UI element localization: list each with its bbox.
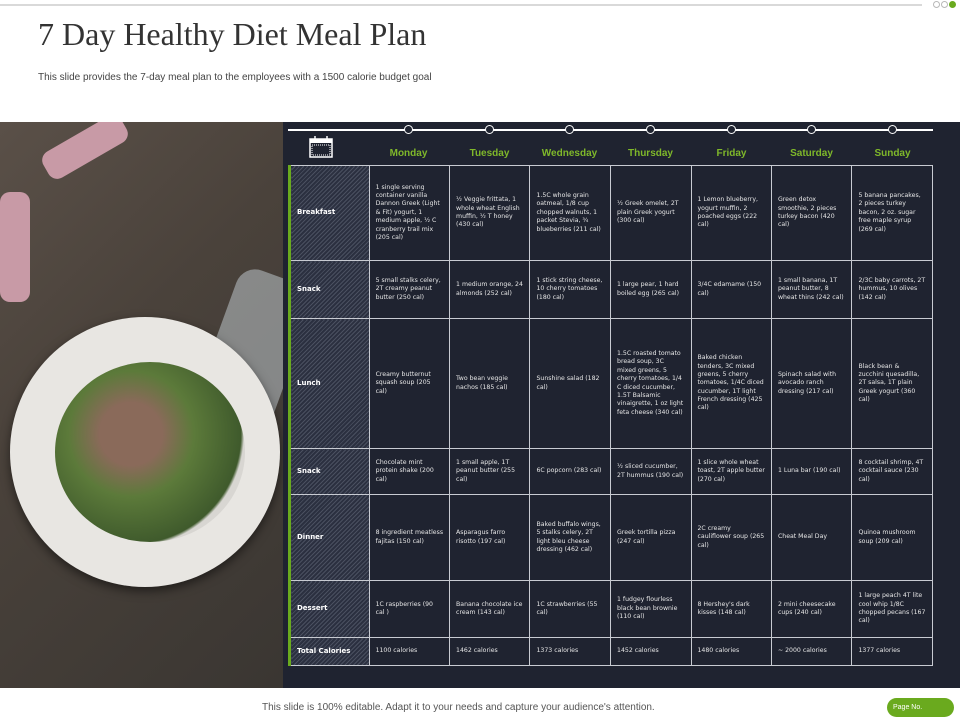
meal-cell: Black bean & zucchini quesadilla, 2T sal… <box>851 318 933 449</box>
day-header: Wednesday <box>541 148 598 159</box>
meal-cell: 1 small banana, 1T peanut butter, 8 whea… <box>770 260 853 319</box>
meal-cell: 2 mini cheesecake cups (240 cal) <box>770 580 853 638</box>
meal-cell: 1377 calories <box>851 637 933 666</box>
timeline-marker <box>485 125 494 134</box>
meal-cell: Greek tortilla pizza (247 cal) <box>610 494 692 581</box>
timeline-marker <box>727 125 736 134</box>
meal-cell: 1 Lemon blueberry, yogurt muffin, 2 poac… <box>690 165 772 261</box>
row-label: Snack <box>288 448 370 495</box>
page-subtitle: This slide provides the 7-day meal plan … <box>38 72 432 83</box>
meal-cell: Spinach salad with avocado ranch dressin… <box>770 318 853 449</box>
meal-cell: ½ Veggie frittata, 1 whole wheat English… <box>449 165 531 261</box>
row-label: Lunch <box>288 318 370 449</box>
table-row: Snack Chocolate mint protein shake (200 c… <box>288 448 933 495</box>
meal-cell: 1 small apple, 1T peanut butter (255 cal… <box>449 448 531 495</box>
meal-cell: 1 large peach 4T lite cool whip 1/8C cho… <box>851 580 933 638</box>
meal-cell: 1C raspberries (90 cal ) <box>368 580 451 638</box>
meal-cell: 1.5C roasted tomato bread soup, 3C mixed… <box>610 318 692 449</box>
meal-cell: 1 medium orange, 24 almonds (252 cal) <box>449 260 531 319</box>
meal-cell: 1373 calories <box>529 637 612 666</box>
meal-cell: 6C popcorn (283 cal) <box>529 448 612 495</box>
meal-cell: ~ 2000 calories <box>770 637 853 666</box>
page-number-badge: Page No. <box>887 698 954 717</box>
meal-cell: 8 Hershey's dark kisses (148 cal) <box>690 580 772 638</box>
meal-cell: ½ Greek omelet, 2T plain Greek yogurt (3… <box>610 165 692 261</box>
table-row: Breakfast 1 single serving container vani… <box>288 165 933 261</box>
meal-cell: Banana chocolate ice cream (143 cal) <box>449 580 531 638</box>
timeline-marker <box>807 125 816 134</box>
meal-cell: 8 cocktail shrimp, 4T cocktail sauce (23… <box>851 448 933 495</box>
top-divider <box>0 4 922 6</box>
meal-cell: Chocolate mint protein shake (200 cal) <box>368 448 451 495</box>
meal-cell: Sunshine salad (182 cal) <box>529 318 612 449</box>
meal-cell: 1 single serving container vanilla Danno… <box>368 165 451 261</box>
meal-cell: Baked chicken tenders, 3C mixed greens, … <box>690 318 772 449</box>
timeline-marker <box>888 125 897 134</box>
meal-cell: Asparagus farro risotto (197 cal) <box>449 494 531 581</box>
row-label: Dessert <box>288 580 370 638</box>
day-header: Friday <box>716 148 747 159</box>
table-row: Dessert 1C raspberries (90 cal ) Banana ch… <box>288 580 933 638</box>
timeline-line <box>288 129 933 131</box>
table-row: Snack 5 small stalks celery, 2T creamy pe… <box>288 260 933 319</box>
footer-text: This slide is 100% editable. Adapt it to… <box>262 702 655 713</box>
meal-cell: 1480 calories <box>690 637 772 666</box>
meal-cell: Cheat Meal Day <box>770 494 853 581</box>
calendar-icon <box>309 136 333 158</box>
day-header: Saturday <box>790 148 833 159</box>
row-label: Total Calories <box>288 637 370 666</box>
slide-indicator <box>933 1 956 8</box>
meal-cell: 1 slice whole wheat toast, 2T apple butt… <box>690 448 772 495</box>
meal-cell: 5 small stalks celery, 2T creamy peanut … <box>368 260 451 319</box>
table-row: Total Calories 1100 calories 1462 calories… <box>288 637 933 666</box>
meal-cell: Quinoa mushroom soup (209 cal) <box>851 494 933 581</box>
salad-photo <box>0 122 283 688</box>
page-title: 7 Day Healthy Diet Meal Plan <box>38 16 427 52</box>
table-row: Dinner 8 ingredient meatless fajitas (150… <box>288 494 933 581</box>
meal-cell: 1C strawberries (55 cal) <box>529 580 612 638</box>
meal-cell: Baked buffalo wings, 5 stalks celery, 2T… <box>529 494 612 581</box>
day-header: Monday <box>389 148 428 159</box>
meal-cell: 1462 calories <box>449 637 531 666</box>
meal-cell: Creamy butternut squash soup (205 cal) <box>368 318 451 449</box>
day-header: Sunday <box>874 148 911 159</box>
row-label: Snack <box>288 260 370 319</box>
meal-cell: ½ sliced cucumber, 2T hummus (190 cal) <box>610 448 692 495</box>
meal-cell: 3/4C edamame (150 cal) <box>690 260 772 319</box>
table-row: Lunch Creamy butternut squash soup (205 c… <box>288 318 933 449</box>
meal-plan-table: Breakfast 1 single serving container vani… <box>288 165 933 666</box>
meal-cell: 1 stick string cheese, 10 cherry tomatoe… <box>529 260 612 319</box>
day-header: Tuesday <box>469 148 510 159</box>
meal-cell: 1100 calories <box>368 637 451 666</box>
meal-cell: 1 fudgey flourless black bean brownie (1… <box>610 580 692 638</box>
meal-cell: 2/3C baby carrots, 2T hummus, 10 olives … <box>851 260 933 319</box>
timeline-marker <box>565 125 574 134</box>
row-label: Dinner <box>288 494 370 581</box>
timeline-marker <box>646 125 655 134</box>
row-label: Breakfast <box>288 165 370 261</box>
timeline-marker <box>404 125 413 134</box>
meal-cell: 1452 calories <box>610 637 692 666</box>
meal-cell: Two bean veggie nachos (185 cal) <box>449 318 531 449</box>
meal-cell: 1 Luna bar (190 cal) <box>770 448 853 495</box>
meal-cell: Green detox smoothie, 2 pieces turkey ba… <box>770 165 853 261</box>
meal-cell: 1.5C whole grain oatmeal, 1/8 cup choppe… <box>529 165 612 261</box>
day-header: Thursday <box>627 148 673 159</box>
meal-cell: 1 large pear, 1 hard boiled egg (265 cal… <box>610 260 692 319</box>
meal-cell: 8 ingredient meatless fajitas (150 cal) <box>368 494 451 581</box>
meal-cell: 5 banana pancakes, 2 pieces turkey bacon… <box>851 165 933 261</box>
meal-cell: 2C creamy cauliflower soup (265 cal) <box>690 494 772 581</box>
